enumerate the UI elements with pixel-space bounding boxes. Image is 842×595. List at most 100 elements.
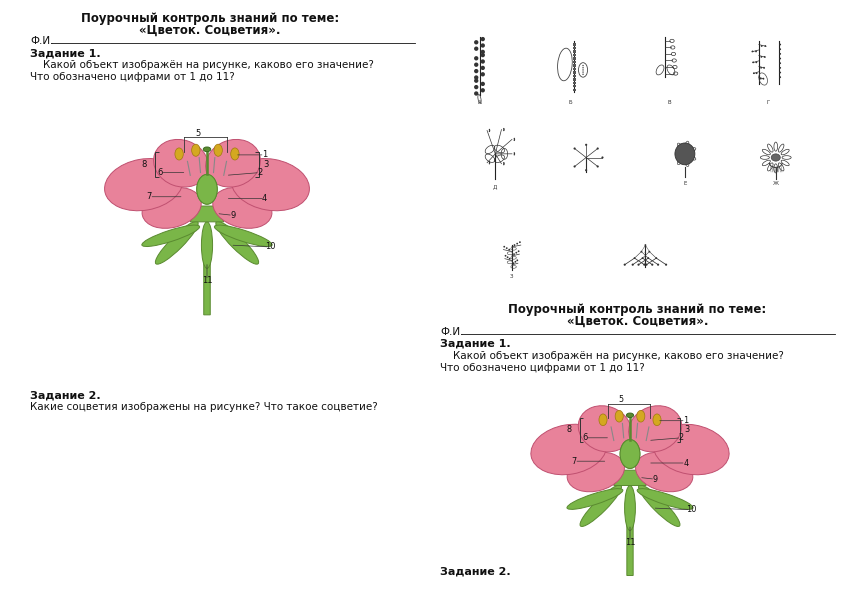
Circle shape (516, 243, 518, 245)
Circle shape (509, 249, 510, 250)
Ellipse shape (216, 221, 258, 264)
Ellipse shape (142, 187, 201, 228)
Text: Ж: Ж (773, 181, 779, 186)
Ellipse shape (201, 222, 212, 268)
Circle shape (637, 264, 640, 266)
Bar (573, 68, 576, 70)
Circle shape (780, 76, 781, 78)
Text: Г: Г (766, 101, 770, 105)
Circle shape (764, 56, 765, 58)
Circle shape (513, 262, 514, 264)
Ellipse shape (141, 225, 200, 246)
Circle shape (645, 252, 646, 253)
Bar (573, 61, 576, 63)
Circle shape (474, 76, 478, 80)
Circle shape (481, 60, 485, 64)
Circle shape (519, 241, 521, 243)
Circle shape (597, 148, 599, 149)
Circle shape (755, 61, 757, 63)
Ellipse shape (215, 225, 272, 246)
Bar (573, 54, 576, 56)
Circle shape (760, 67, 762, 68)
Bar (573, 75, 576, 77)
Circle shape (752, 51, 754, 52)
Circle shape (474, 91, 478, 96)
Circle shape (755, 51, 757, 52)
Circle shape (516, 259, 518, 261)
Circle shape (481, 43, 485, 48)
Text: 5: 5 (195, 129, 200, 138)
Circle shape (583, 65, 584, 66)
Circle shape (514, 153, 515, 154)
Polygon shape (614, 470, 646, 486)
Circle shape (763, 67, 765, 68)
Circle shape (474, 69, 478, 73)
Circle shape (514, 152, 515, 154)
Circle shape (585, 169, 587, 171)
Circle shape (518, 250, 520, 252)
Circle shape (514, 140, 515, 141)
Text: 7: 7 (572, 457, 577, 466)
Circle shape (780, 48, 781, 50)
Circle shape (515, 252, 517, 253)
Bar (573, 57, 576, 60)
Bar (573, 64, 576, 67)
Circle shape (481, 72, 485, 77)
Ellipse shape (205, 139, 260, 187)
Text: 7: 7 (147, 192, 152, 201)
Circle shape (488, 163, 490, 164)
Ellipse shape (637, 488, 693, 509)
Circle shape (481, 88, 485, 92)
Circle shape (481, 37, 485, 41)
Text: 11: 11 (625, 538, 635, 547)
Text: 4: 4 (262, 194, 267, 203)
Circle shape (760, 78, 762, 80)
Circle shape (514, 138, 515, 139)
Circle shape (646, 264, 647, 266)
Ellipse shape (653, 414, 661, 425)
Text: 4: 4 (683, 459, 689, 468)
Ellipse shape (580, 485, 621, 527)
Circle shape (645, 262, 646, 264)
Ellipse shape (567, 488, 623, 509)
Circle shape (648, 250, 650, 252)
Circle shape (760, 56, 762, 58)
Ellipse shape (231, 148, 239, 160)
Circle shape (634, 257, 636, 259)
Text: 3: 3 (263, 159, 268, 169)
Ellipse shape (175, 148, 184, 160)
Circle shape (647, 257, 649, 259)
Text: 1: 1 (262, 151, 267, 159)
Circle shape (601, 156, 604, 159)
Circle shape (489, 130, 490, 131)
Circle shape (504, 246, 505, 248)
Circle shape (753, 72, 754, 74)
Text: 8: 8 (567, 425, 572, 434)
Circle shape (645, 246, 646, 248)
Circle shape (597, 165, 599, 168)
Polygon shape (190, 206, 224, 222)
Ellipse shape (653, 424, 729, 475)
Bar (573, 79, 576, 80)
Ellipse shape (203, 147, 210, 152)
Ellipse shape (636, 452, 693, 491)
Circle shape (474, 85, 478, 89)
Ellipse shape (629, 406, 682, 452)
Circle shape (573, 165, 576, 168)
Text: 9: 9 (231, 211, 236, 220)
Circle shape (474, 79, 478, 83)
Text: «Цветок. Соцветия».: «Цветок. Соцветия». (139, 24, 280, 37)
Circle shape (514, 139, 515, 140)
Circle shape (514, 154, 515, 155)
Ellipse shape (192, 144, 200, 156)
Circle shape (488, 161, 490, 162)
Circle shape (651, 264, 653, 266)
Text: Задание 1.: Задание 1. (30, 48, 101, 58)
Text: Е: Е (683, 181, 686, 186)
Ellipse shape (104, 158, 183, 211)
Circle shape (504, 255, 506, 256)
Circle shape (624, 264, 626, 266)
Text: В: В (668, 101, 671, 105)
Circle shape (474, 40, 478, 45)
Ellipse shape (153, 139, 208, 187)
